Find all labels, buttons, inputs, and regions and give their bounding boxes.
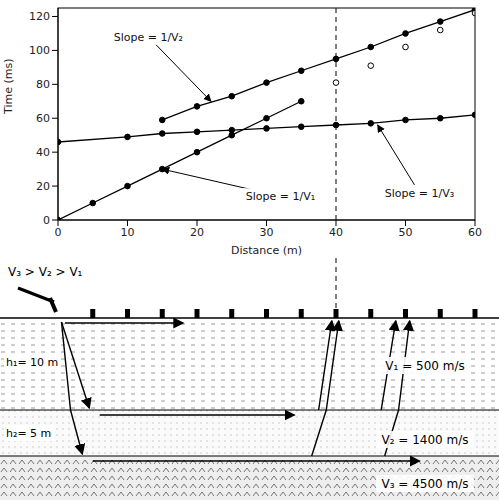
svg-text:Distance (m): Distance (m) xyxy=(231,244,302,257)
svg-text:60: 60 xyxy=(36,112,50,125)
svg-text:10: 10 xyxy=(121,226,135,239)
svg-text:80: 80 xyxy=(36,78,50,91)
svg-text:50: 50 xyxy=(399,226,413,239)
svg-text:20: 20 xyxy=(190,226,204,239)
svg-text:V₃ > V₂ > V₁: V₃ > V₂ > V₁ xyxy=(8,265,83,279)
svg-text:0: 0 xyxy=(43,214,50,227)
svg-text:Slope = 1/V₁: Slope = 1/V₁ xyxy=(246,190,315,203)
svg-text:Time (ms): Time (ms) xyxy=(2,59,15,115)
svg-text:20: 20 xyxy=(36,180,50,193)
svg-text:h₁= 10 m: h₁= 10 m xyxy=(6,356,58,369)
svg-text:40: 40 xyxy=(36,146,50,159)
svg-text:V₂ = 1400 m/s: V₂ = 1400 m/s xyxy=(381,433,468,447)
svg-text:30: 30 xyxy=(260,226,274,239)
svg-text:120: 120 xyxy=(29,10,50,23)
svg-text:60: 60 xyxy=(468,226,482,239)
svg-text:V₁ = 500 m/s: V₁ = 500 m/s xyxy=(385,359,464,373)
svg-text:Slope = 1/V₃: Slope = 1/V₃ xyxy=(385,187,454,200)
svg-text:100: 100 xyxy=(29,44,50,57)
svg-text:h₂= 5 m: h₂= 5 m xyxy=(6,427,51,440)
svg-text:40: 40 xyxy=(329,226,343,239)
svg-text:0: 0 xyxy=(55,226,62,239)
svg-text:Slope = 1/V₂: Slope = 1/V₂ xyxy=(114,31,183,44)
svg-text:V₃ = 4500 m/s: V₃ = 4500 m/s xyxy=(381,477,468,491)
